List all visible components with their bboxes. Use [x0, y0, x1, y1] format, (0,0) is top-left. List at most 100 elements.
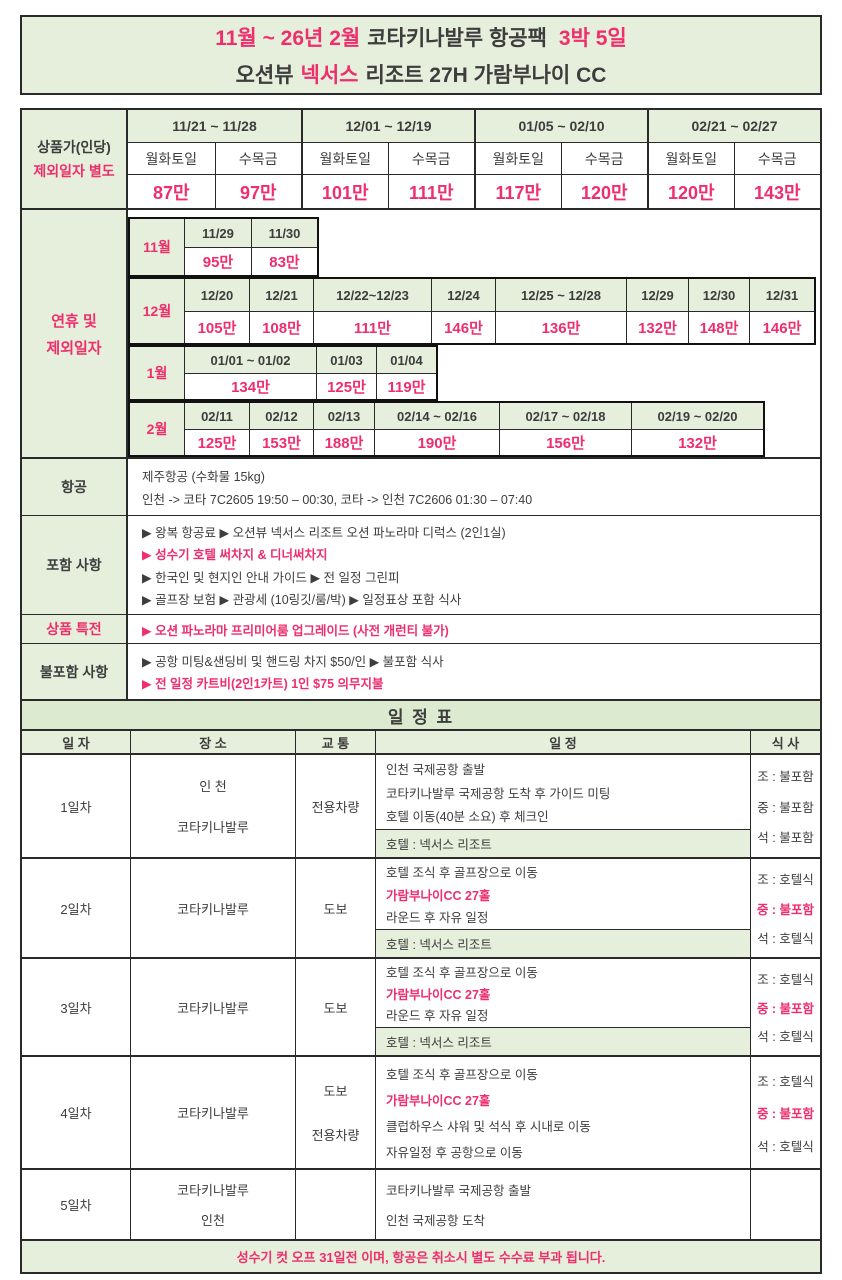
day-label: 5일차: [60, 1198, 92, 1213]
itinerary-row-day3: 3일차 코타키나발루 도보 호텔 조식 후 골프장으로 이동 가람부나이CC 2…: [22, 957, 820, 1055]
schedule-lines: 호텔 조식 후 골프장으로 이동 가람부나이CC 27홀 라운드 후 자유 일정: [376, 959, 750, 1027]
schedule-line-golf: 가람부나이CC 27홀: [386, 888, 491, 903]
holiday-group-january: 1월 01/01 ~ 01/02 01/03 01/04 134만 125만 1…: [128, 345, 438, 401]
price-cell: 117만: [474, 175, 561, 208]
price-cell: 120만: [647, 175, 734, 208]
price-cell: 97만: [214, 175, 302, 208]
included-item: ▶ 한국인 및 현지인 안내 가이드 ▶ 전 일정 그린피: [142, 570, 400, 585]
flight-row: 항공 제주항공 (수화물 15kg) 인천 -> 코타 7C2605 19:50…: [22, 457, 820, 515]
holiday-price-cell: 134만: [185, 373, 316, 399]
col-header-transport: 교 통: [295, 731, 375, 753]
holiday-group-february: 2월 02/11 02/12 02/13 02/14 ~ 02/16 02/17…: [128, 401, 765, 457]
month-label: 2월: [130, 403, 185, 455]
schedule-line: 자유일정 후 공항으로 이동: [386, 1146, 523, 1160]
schedule-line: 코타키나발루 국제공항 출발: [386, 1184, 531, 1199]
place-line: 인천: [201, 1212, 225, 1228]
col-header-day: 일 자: [22, 731, 130, 753]
included-row: 포함 사항 ▶ 왕복 항공료 ▶ 오션뷰 넥서스 리조트 오션 파노라마 디럭스…: [22, 515, 820, 614]
benefit-item: ▶ 오션 파노라마 프리미어룸 업그레이드 (사전 개런티 불가): [142, 623, 449, 638]
month-label: 1월: [130, 347, 185, 399]
holiday-date-cell: 02/12: [249, 403, 313, 429]
holiday-date-cell: 11/30: [251, 219, 317, 247]
schedule-lines: 호텔 조식 후 골프장으로 이동 가람부나이CC 27홀 클럽하우스 샤워 및 …: [376, 1057, 750, 1168]
hotel-line: 호텔 : 넥서스 리조트: [376, 929, 750, 957]
holiday-group-december: 12월 12/20 12/21 12/22~12/23 12/24 12/25 …: [128, 277, 816, 345]
schedule-lines: 인천 국제공항 출발 코타키나발루 국제공항 도착 후 가이드 미팅 호텔 이동…: [376, 755, 750, 829]
place-cell: 코타키나발루: [130, 959, 295, 1055]
period-header: 02/21 ~ 02/27: [647, 110, 820, 143]
holiday-date-cell: 02/14 ~ 02/16: [374, 403, 499, 429]
holiday-price-cell: 132만: [631, 429, 763, 455]
period-header: 11/21 ~ 11/28: [128, 110, 301, 143]
holiday-price-cell: 188만: [313, 429, 374, 455]
meal-cell: 조 : 불포함 중 : 불포함 석 : 불포함: [750, 755, 820, 857]
transport-cell: 도보: [295, 859, 375, 957]
meal-line: 중 : 불포함: [756, 1001, 815, 1016]
holiday-price-cell: 108만: [249, 311, 313, 343]
transport-cell: 도보: [295, 959, 375, 1055]
meal-line: 조 : 호텔식: [757, 972, 814, 987]
holiday-date-cell: 01/01 ~ 01/02: [185, 347, 316, 373]
holiday-date-cell: 02/17 ~ 02/18: [499, 403, 631, 429]
title-course: 리조트 27H 가람부나이 CC: [365, 63, 607, 87]
meal-cell: [750, 1170, 820, 1239]
excluded-row: 불포함 사항 ▶ 공항 미팅&샌딩비 및 핸드링 차지 $50/인 ▶ 불포함 …: [22, 643, 820, 699]
holiday-section-label: 연휴 및 제외일자: [22, 210, 128, 457]
daytype-cell: 월화토일: [128, 143, 215, 175]
holiday-date-cell: 11/29: [185, 219, 251, 247]
daytype-cell: 월화토일: [301, 143, 388, 175]
daytype-cell: 수목금: [387, 143, 474, 175]
holiday-label-line1: 연휴 및: [51, 312, 97, 330]
excluded-label: 불포함 사항: [22, 644, 128, 699]
transport-line: 전용차량: [311, 1127, 360, 1143]
holiday-price-cell: 111만: [313, 311, 431, 343]
schedule-cell: 코타키나발루 국제공항 출발 인천 국제공항 도착: [375, 1170, 750, 1239]
meal-line: 석 : 불포함: [757, 830, 814, 845]
holiday-price-cell: 119만: [376, 373, 436, 399]
title-view: 오션뷰: [235, 63, 294, 87]
holiday-date-cell: 12/20: [185, 279, 249, 311]
period-header: 01/05 ~ 02/10: [474, 110, 647, 143]
place-cell: 코타키나발루 인천: [130, 1170, 295, 1239]
itinerary-header: 일 자 장 소 교 통 일 정 식 사: [22, 729, 820, 753]
hotel-line: 호텔 : 넥서스 리조트: [376, 1027, 750, 1055]
holiday-price-cell: 95만: [185, 247, 251, 275]
holiday-date-cell: 02/11: [185, 403, 249, 429]
price-row-label: 상품가(인당) 제외일자 별도: [22, 110, 128, 208]
schedule-line-golf: 가람부나이CC 27홀: [386, 987, 491, 1002]
flight-content: 제주항공 (수화물 15kg) 인천 -> 코타 7C2605 19:50 – …: [128, 459, 820, 515]
schedule-line: 라운드 후 자유 일정: [386, 1009, 489, 1024]
holiday-price-cell: 190만: [374, 429, 499, 455]
price-row-label-line1: 상품가(인당): [37, 139, 111, 155]
included-content: ▶ 왕복 항공료 ▶ 오션뷰 넥서스 리조트 오션 파노라마 디럭스 (2인1실…: [128, 516, 820, 614]
price-table: 상품가(인당) 제외일자 별도 11/21 ~ 11/28 12/01 ~ 12…: [22, 110, 820, 208]
schedule-lines: 호텔 조식 후 골프장으로 이동 가람부나이CC 27홀 라운드 후 자유 일정: [376, 859, 750, 929]
excluded-item: ▶ 공항 미팅&샌딩비 및 핸드링 차지 $50/인 ▶ 불포함 식사: [142, 654, 444, 669]
title-period: 11월 ~ 26년 2월: [215, 26, 361, 50]
transport-cell: 도보 전용차량: [295, 1057, 375, 1168]
included-item: ▶ 골프장 보험 ▶ 관광세 (10링깃/룸/박) ▶ 일정표상 포함 식사: [142, 592, 462, 607]
title-box: 11월 ~ 26년 2월 코타키나발루 항공팩 3박 5일 오션뷰 넥서스 리조…: [20, 15, 822, 95]
meal-line: 조 : 호텔식: [757, 873, 814, 888]
schedule-cell: 호텔 조식 후 골프장으로 이동 가람부나이CC 27홀 라운드 후 자유 일정…: [375, 959, 750, 1055]
price-cell: 143만: [733, 175, 821, 208]
place-line: 코타키나발루: [177, 1106, 249, 1121]
holiday-date-cell: 12/21: [249, 279, 313, 311]
holiday-price-cell: 153만: [249, 429, 313, 455]
holiday-date-cell: 02/19 ~ 02/20: [631, 403, 763, 429]
schedule-line: 코타키나발루 국제공항 도착 후 가이드 미팅: [386, 786, 611, 801]
schedule-cell: 호텔 조식 후 골프장으로 이동 가람부나이CC 27홀 클럽하우스 샤워 및 …: [375, 1057, 750, 1168]
daytype-cell: 수목금: [733, 143, 820, 175]
meal-line: 석 : 호텔식: [757, 1030, 814, 1045]
holiday-price-cell: 146만: [749, 311, 814, 343]
daytype-cell: 월화토일: [647, 143, 734, 175]
itinerary-row-day1: 1일차 인 천 코타키나발루 전용차량 인천 국제공항 출발 코타키나발루 국제…: [22, 753, 820, 857]
title-resort-name: 넥서스: [300, 63, 359, 87]
schedule-line-golf: 가람부나이CC 27홀: [386, 1094, 491, 1108]
holiday-section: 연휴 및 제외일자 11월 11/29 11/30 95만 83만 12월 12…: [22, 208, 820, 457]
place-line: 인 천: [199, 779, 227, 795]
excluded-item: ▶ 전 일정 카트비(2인1카트) 1인 $75 의무지불: [142, 677, 384, 692]
holiday-date-cell: 12/30: [688, 279, 749, 311]
price-cell: 87만: [152, 182, 190, 203]
place-cell: 코타키나발루: [130, 1057, 295, 1168]
